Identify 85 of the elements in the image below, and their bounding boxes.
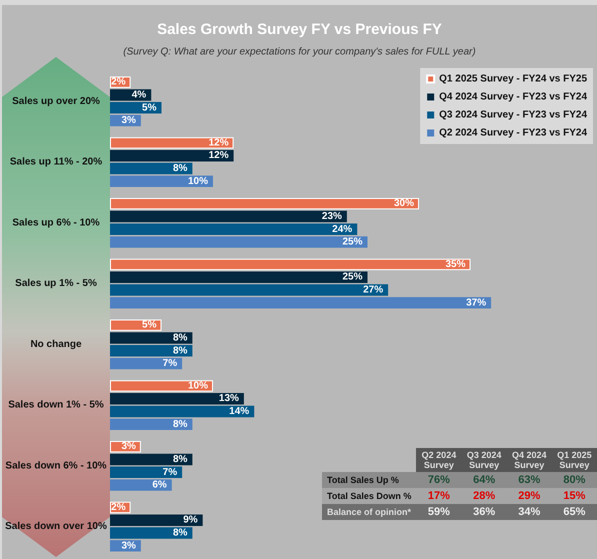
y-tick-label: No change bbox=[30, 338, 82, 350]
bar bbox=[110, 176, 213, 188]
data-label: 2% bbox=[111, 76, 126, 88]
data-label: 12% bbox=[208, 137, 229, 148]
legend-label: Q4 2024 Survey - FY23 vs FY24 bbox=[439, 92, 588, 102]
chart-title: Sales Growth Survey FY vs Previous FY bbox=[157, 21, 442, 38]
bar bbox=[110, 479, 172, 491]
bar bbox=[110, 514, 203, 526]
data-label: 2% bbox=[111, 502, 126, 513]
annotation: 59% bbox=[416, 504, 462, 520]
data-label: 25% bbox=[342, 236, 363, 248]
annotation: 17% bbox=[416, 488, 462, 504]
data-label: 13% bbox=[218, 393, 240, 404]
bar bbox=[110, 258, 470, 270]
data-label: 3% bbox=[121, 441, 136, 452]
data-label: 30% bbox=[394, 198, 414, 210]
data-label: 3% bbox=[121, 115, 136, 126]
text: 29% bbox=[506, 488, 552, 504]
text: Q4 2024 Survey bbox=[506, 448, 552, 472]
data-label: 8% bbox=[172, 528, 188, 539]
data-label: 23% bbox=[322, 210, 342, 222]
bar bbox=[110, 380, 213, 392]
bar bbox=[110, 358, 182, 370]
annotation: Q2 2024 Survey bbox=[416, 448, 462, 472]
data-label: 3% bbox=[121, 540, 136, 552]
bar bbox=[110, 198, 419, 210]
text: Q1 2025 Survey bbox=[552, 448, 597, 472]
annotation: Balance of opinion* bbox=[322, 504, 416, 520]
data-label: 27% bbox=[363, 284, 384, 296]
data-label: 8% bbox=[172, 454, 188, 465]
text: 63% bbox=[506, 472, 552, 488]
text: 34% bbox=[506, 504, 552, 520]
data-label: 5% bbox=[142, 102, 157, 114]
annotation: 36% bbox=[462, 504, 507, 520]
bar bbox=[110, 418, 192, 430]
legend-label: Q3 2024 Survey - FY23 vs FY24 bbox=[439, 110, 588, 120]
bar bbox=[110, 210, 347, 222]
bar bbox=[110, 345, 192, 356]
bar bbox=[110, 137, 234, 149]
chart-subtitle: (Survey Q: What are your expectations for your company's sales for FULL year) bbox=[123, 46, 476, 58]
annotation: Total Sales Up % bbox=[322, 472, 416, 488]
y-tick-label: Sales up 1% - 5% bbox=[15, 278, 97, 290]
data-label: 10% bbox=[188, 380, 208, 392]
annotation: Q3 2024 Survey bbox=[462, 448, 507, 472]
annotation: Total Sales Down % bbox=[322, 488, 416, 504]
data-label: 24% bbox=[332, 224, 352, 235]
bar bbox=[110, 406, 254, 418]
y-tick-label: Sales down 6% - 10% bbox=[5, 460, 107, 472]
data-label: 9% bbox=[183, 514, 198, 526]
bar bbox=[110, 284, 388, 296]
annotation: 28% bbox=[462, 488, 507, 504]
bar bbox=[110, 224, 358, 235]
bar bbox=[110, 393, 244, 404]
data-label: 12% bbox=[208, 150, 229, 162]
legend-label: Q2 2024 Survey - FY23 vs FY24 bbox=[439, 128, 588, 138]
data-label: 8% bbox=[172, 332, 188, 344]
legend-label: Q1 2025 Survey - FY24 vs FY25 bbox=[439, 74, 588, 84]
data-label: 10% bbox=[188, 176, 208, 187]
data-label: 25% bbox=[342, 272, 363, 283]
annotation: 76% bbox=[416, 472, 462, 488]
text: 15% bbox=[552, 488, 597, 504]
bar bbox=[110, 272, 368, 283]
annotation: 64% bbox=[462, 472, 507, 488]
data-label: 8% bbox=[172, 163, 188, 174]
bar bbox=[110, 297, 492, 309]
data-label: 8% bbox=[172, 345, 188, 356]
bar bbox=[110, 236, 368, 248]
data-label: 5% bbox=[142, 320, 157, 331]
data-label: 7% bbox=[162, 358, 178, 370]
bar bbox=[110, 150, 234, 162]
data-label: 35% bbox=[445, 258, 466, 270]
data-label: 37% bbox=[466, 297, 486, 308]
data-label: 14% bbox=[229, 406, 250, 418]
text: 80% bbox=[552, 472, 597, 488]
text: 65% bbox=[552, 504, 597, 520]
data-label: 6% bbox=[152, 480, 167, 491]
y-tick-label: Sales up over 20% bbox=[12, 96, 100, 107]
y-tick-label: Sales down 1% - 5% bbox=[8, 400, 104, 411]
bar bbox=[110, 466, 182, 478]
data-label: 7% bbox=[162, 466, 178, 478]
data-label: 4% bbox=[132, 89, 146, 100]
y-tick-label: Sales up 6% - 10% bbox=[12, 217, 100, 228]
y-tick-label: Sales up 11% - 20% bbox=[10, 156, 102, 168]
y-tick-label: Sales down over 10% bbox=[5, 521, 107, 532]
data-label: 8% bbox=[172, 418, 188, 430]
